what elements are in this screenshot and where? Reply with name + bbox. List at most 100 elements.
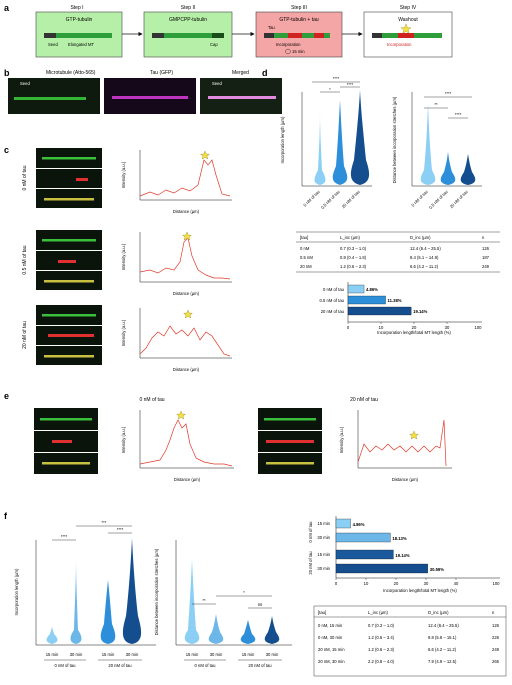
f-t5: 15 min bbox=[186, 652, 199, 657]
f-bar-value-2: 19.14% bbox=[395, 553, 409, 558]
d-bar-2 bbox=[347, 306, 412, 316]
e-title-right: 20 nM of tau bbox=[350, 397, 378, 403]
f-xtick-1: 10 bbox=[364, 581, 369, 586]
e-right-ylabel: Intensity (a.u.) bbox=[339, 426, 344, 453]
d-r2c1: 0.5 nM bbox=[300, 255, 313, 260]
f-bar-xlabel: Incorporation length/total MT length (%) bbox=[383, 588, 457, 593]
panel-b-label-merged: Merged bbox=[232, 70, 249, 76]
f-violin1-ylabel: Incorporation length (µm) bbox=[14, 568, 19, 615]
d-sig1c: **** bbox=[347, 82, 354, 87]
d-th4: n bbox=[482, 235, 485, 240]
panel-d: Incorporation length (µm) **** * **** Di… bbox=[280, 76, 500, 335]
f-xtick-3: 30 bbox=[424, 581, 429, 586]
f-xtick-5: 100 bbox=[493, 581, 501, 586]
d-sig2b: ** bbox=[434, 102, 438, 107]
d-xtick-1: 10 bbox=[379, 325, 384, 330]
panel-d-letter: d bbox=[262, 68, 268, 78]
panel-b-label-mt: Microtubule (Atto-565) bbox=[46, 70, 96, 76]
d-r1c1: 0 nM bbox=[300, 246, 310, 251]
f-th3: D_inc (µm) bbox=[428, 610, 449, 615]
d-violin1-c bbox=[350, 90, 370, 185]
step3-time-label: 15 min bbox=[292, 49, 305, 54]
d-r1c2: 0.7 (0.3 – 1.0) bbox=[340, 246, 367, 251]
d-bar3-label: 20 nM of tau bbox=[321, 309, 345, 314]
f-bar-3 bbox=[335, 563, 428, 574]
star-icon bbox=[400, 23, 412, 34]
d-bar-value-1: 11.38% bbox=[388, 298, 402, 303]
f-t8: 30 min bbox=[266, 652, 279, 657]
step1-mt bbox=[56, 33, 112, 38]
step2-title: Step II bbox=[181, 5, 195, 11]
f-bar3-label: 15 min bbox=[317, 552, 330, 557]
d-cat2: 0.5 nM of tau bbox=[320, 189, 341, 210]
step1-seed bbox=[44, 33, 56, 38]
f-xtick-2: 20 bbox=[394, 581, 399, 586]
d-cat5: 0.5 nM of tau bbox=[428, 189, 449, 210]
f-r4c2: 2.2 (0.8 – 4.0) bbox=[368, 659, 395, 664]
step4-label: Washout bbox=[398, 17, 418, 23]
d-r3c4: 249 bbox=[482, 264, 490, 269]
d-cat6: 20 nM of tau bbox=[449, 189, 469, 209]
f-t1: 15 min bbox=[46, 652, 59, 657]
f-t4: 30 min bbox=[126, 652, 139, 657]
d-bar-1 bbox=[347, 295, 386, 305]
panel-f: Incorporation length (µm) **** *** **** … bbox=[14, 516, 507, 677]
d-r1c3: 12.4 (6.4 – 25.5) bbox=[410, 246, 441, 251]
f-r1c3: 12.4 (6.4 – 25.5) bbox=[428, 623, 459, 628]
f-r2c2: 1.2 (0.5 – 3.4) bbox=[368, 635, 395, 640]
e-left-ylabel: Intensity (a.u.) bbox=[121, 426, 126, 453]
d-sig1b: * bbox=[329, 87, 331, 92]
d-bar-0 bbox=[347, 284, 365, 294]
f-sig1c: **** bbox=[117, 527, 124, 532]
d-xtick-3: 30 bbox=[445, 325, 450, 330]
d-violin1-b bbox=[332, 100, 348, 185]
step3-tau-label: Tau bbox=[268, 25, 275, 30]
d-violin1-ylabel: Incorporation length (µm) bbox=[280, 116, 285, 163]
f-r1c1: 0 nM, 15 min bbox=[318, 623, 343, 628]
clock-icon bbox=[285, 48, 291, 55]
c3-xlabel: Distance (µm) bbox=[173, 367, 200, 372]
f-r2c1: 0 nM, 30 min bbox=[318, 635, 343, 640]
f-sig2c: ns bbox=[258, 602, 262, 607]
c-row2-label: 0.5 nM of tau bbox=[22, 245, 28, 274]
f-t7: 15 min bbox=[242, 652, 255, 657]
c-row3-label: 20 nM of tau bbox=[22, 321, 28, 349]
d-sig1a: **** bbox=[333, 76, 340, 81]
f-r3c4: 249 bbox=[492, 647, 500, 652]
c3-ylabel: Intensity (a.u.) bbox=[121, 319, 126, 346]
f-sig2a: ** bbox=[202, 598, 206, 603]
d-r3c3: 6.6 (4.2 – 11.2) bbox=[410, 264, 439, 269]
f-r3c1: 20 nM, 15 min bbox=[318, 647, 345, 652]
f-r2c4: 226 bbox=[492, 635, 500, 640]
d-bar-value-2: 19.14% bbox=[413, 309, 427, 314]
panel-e: Intensity (a.u.) Distance (µm) Intensity… bbox=[34, 408, 452, 482]
panel-f-letter: f bbox=[4, 511, 8, 521]
f-r3c2: 1.2 (0.6 – 2.3) bbox=[368, 647, 395, 652]
f-bar-value-3: 30.59% bbox=[430, 567, 444, 572]
f-sig1a: **** bbox=[61, 534, 68, 539]
step1-elongated-label: Elongated MT bbox=[68, 42, 95, 47]
f-t2: 30 min bbox=[70, 652, 83, 657]
step4-title: Step IV bbox=[400, 5, 417, 11]
d-th2: L_inc (µm) bbox=[340, 235, 360, 240]
f-bar-0 bbox=[335, 518, 351, 529]
f-bar1-label: 15 min bbox=[317, 521, 330, 526]
d-r2c3: 8.4 (5.1 – 14.9) bbox=[410, 255, 439, 260]
d-sig2a: **** bbox=[445, 91, 452, 96]
f-r1c4: 126 bbox=[492, 623, 500, 628]
step1-label: GTP-tubulin bbox=[66, 17, 93, 23]
f-bar-group1: 0 nM of tau bbox=[308, 521, 313, 543]
f-g3: 0 nM of tau bbox=[195, 663, 217, 668]
d-cat1: 0 nM of tau bbox=[302, 189, 321, 208]
e-title-left: 0 nM of tau bbox=[139, 397, 164, 403]
panel-b-label-tau: Tau (GFP) bbox=[150, 70, 173, 76]
step4-incorp-label: Incorporation bbox=[387, 42, 412, 47]
d-violin1-a bbox=[314, 112, 326, 185]
d-cat3: 20 nM of tau bbox=[341, 189, 361, 209]
d-xtick-2: 20 bbox=[412, 325, 417, 330]
panel-c-letter: c bbox=[4, 145, 9, 155]
step1-title: Step I bbox=[70, 5, 83, 11]
c1-ylabel: Intensity (a.u.) bbox=[121, 161, 126, 188]
f-th4: n bbox=[492, 610, 495, 615]
